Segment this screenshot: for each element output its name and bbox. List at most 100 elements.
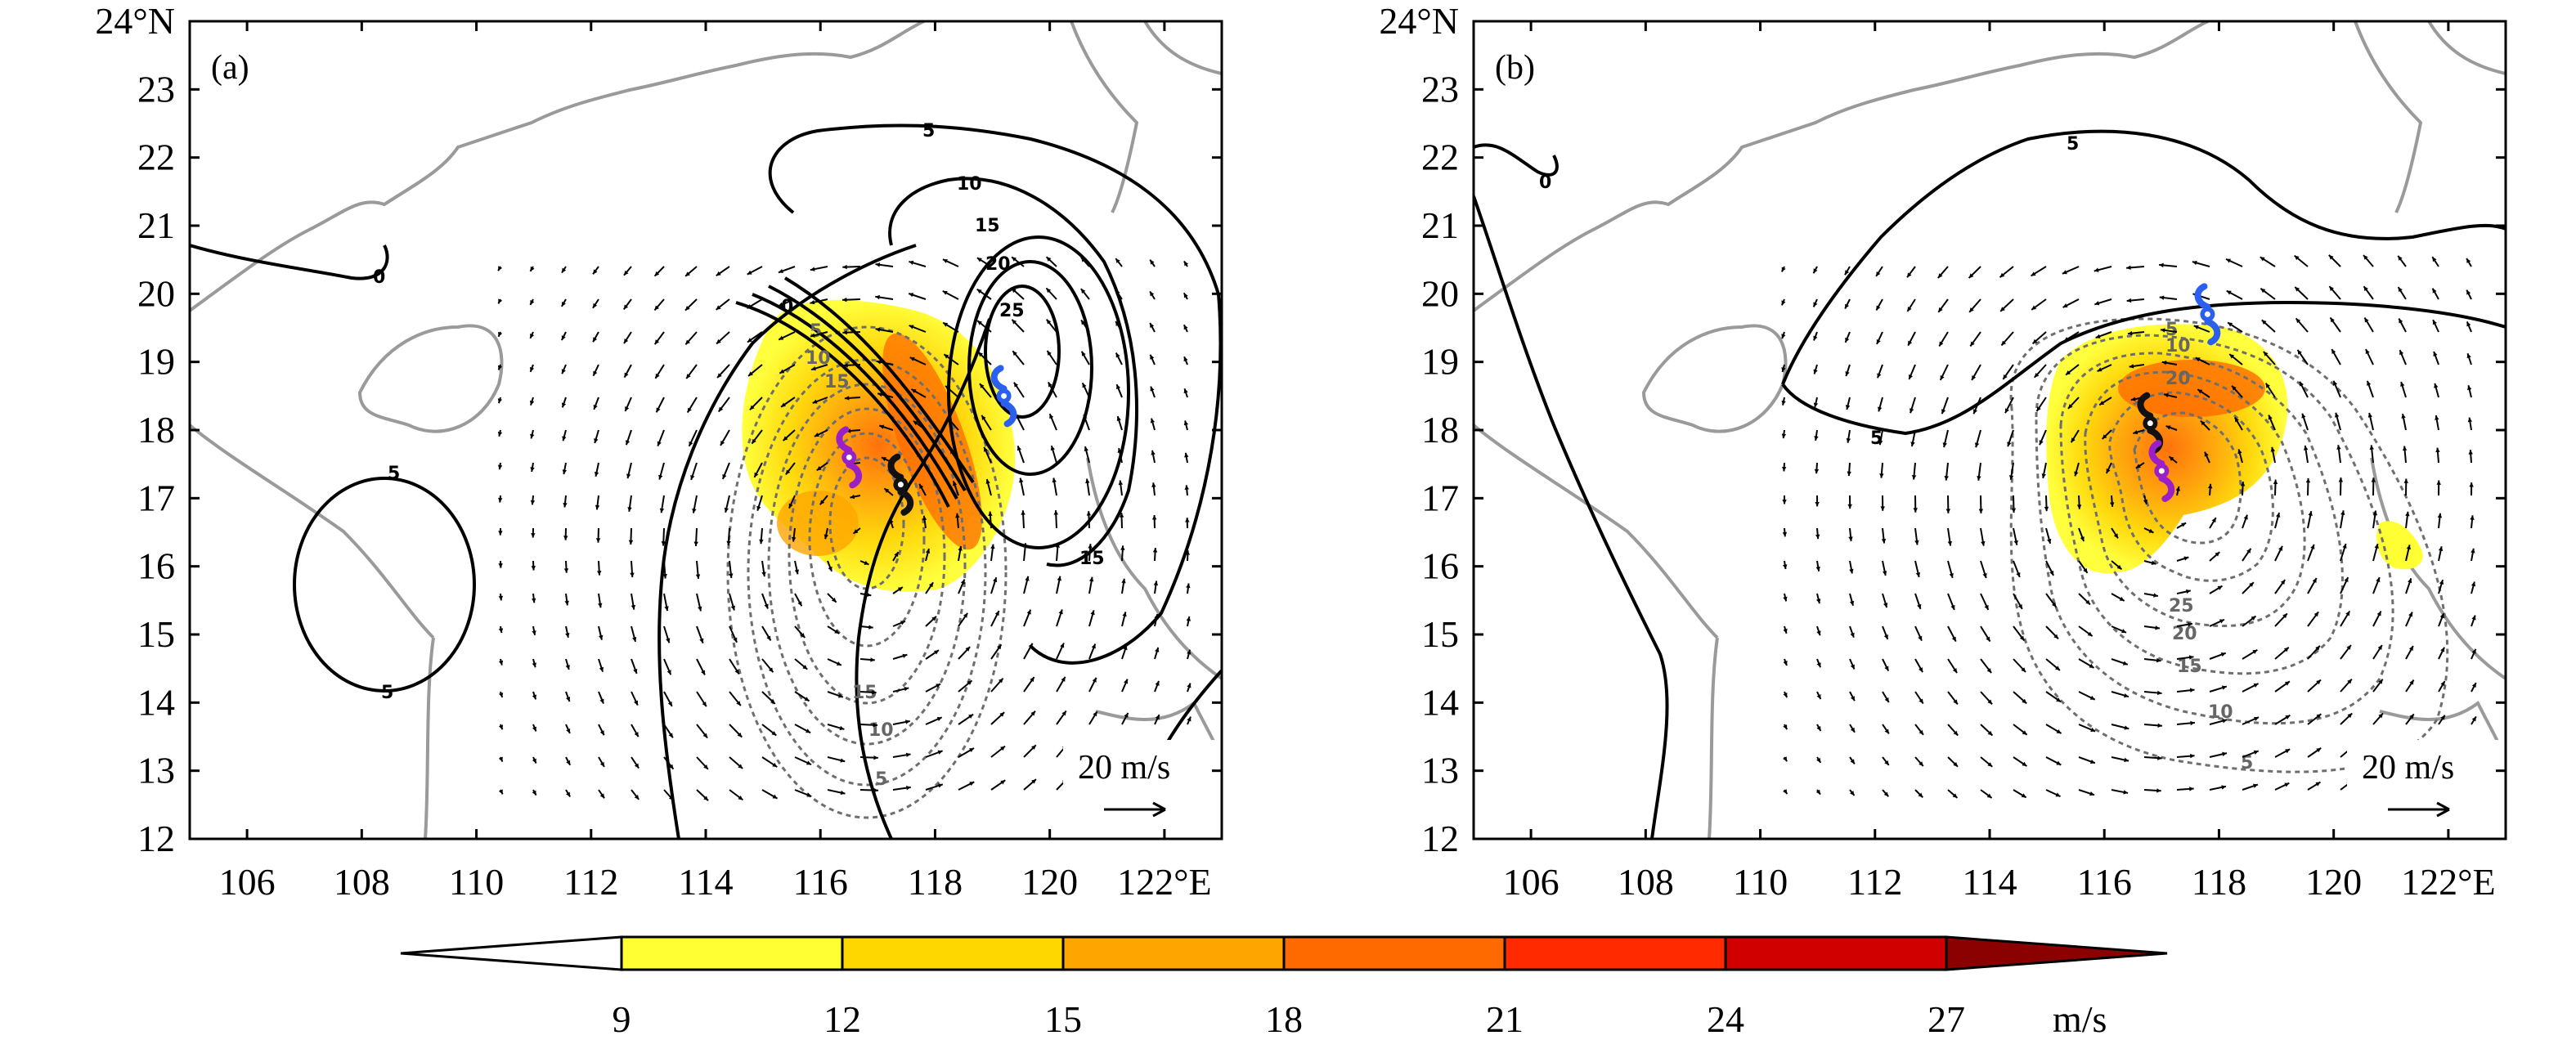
wind-vector-head: [2376, 611, 2381, 616]
wind-vector-head: [2127, 330, 2133, 336]
wind-vector-head: [1781, 300, 1786, 306]
wind-vector-head: [720, 440, 725, 446]
wind-vector-head: [881, 457, 886, 462]
wind-vector-head: [1050, 446, 1055, 451]
wind-vector-head: [1083, 415, 1088, 420]
wind-vector-head: [919, 483, 924, 489]
wind-vector-head: [969, 747, 975, 753]
wind-vector-head: [698, 606, 702, 612]
reference-vector: 20 m/s: [1063, 740, 1222, 838]
wind-vector-head: [729, 573, 734, 579]
wind-vector-head: [2310, 544, 2315, 549]
wind-vector-head: [1150, 418, 1156, 424]
wind-vector-head: [1081, 351, 1086, 356]
wind-vector-head: [984, 446, 989, 452]
wind-vector-head: [2440, 681, 2445, 687]
wind-vector-head: [2031, 271, 2036, 276]
wind-vector-head: [1019, 477, 1024, 483]
wind-vector-head: [1884, 666, 1889, 671]
wind-vector-head: [1049, 414, 1054, 419]
wind-speed-shading: [2046, 324, 2423, 574]
wind-vector-head: [2470, 515, 2475, 520]
wind-vector-head: [1184, 485, 1189, 490]
wind-vector-head: [1850, 727, 1856, 733]
wind-vector-head: [2094, 301, 2100, 306]
wind-vector-head: [1919, 698, 1923, 704]
wind-vector-head: [498, 789, 503, 795]
wind-vector-head: [1152, 548, 1158, 553]
wind-vector-head: [1845, 371, 1850, 377]
wind-vector-head: [498, 298, 503, 304]
wind-vector-head: [2303, 446, 2309, 451]
wind-vector-head: [1952, 668, 1958, 674]
wind-vector-head: [937, 750, 943, 755]
wind-vector-head: [2471, 615, 2476, 621]
contour-label-15-east: 15: [1079, 549, 1105, 569]
wind-vector-head: [2261, 320, 2267, 325]
wind-vector-head: [1947, 540, 1953, 546]
wind-vector-head: [1084, 446, 1088, 451]
wind-vector-head: [1153, 581, 1159, 586]
wind-vector-head: [531, 533, 536, 538]
wind-vector-head: [532, 630, 536, 635]
wind-vector-head: [2226, 258, 2232, 263]
colorbar-over-triangle: [1945, 935, 2168, 971]
wind-vector-head: [2161, 361, 2167, 365]
wind-vector-head: [2371, 477, 2376, 482]
typhoon-icon-purple: [2148, 440, 2175, 502]
wind-vector-head: [1884, 728, 1889, 734]
wind-vector-head: [2240, 482, 2246, 486]
wind-vector-head: [2471, 716, 2476, 722]
wind-vector-head: [562, 436, 567, 442]
wind-vector-head: [749, 405, 755, 410]
wind-vector-head: [870, 657, 875, 662]
wind-vector-head: [2055, 666, 2060, 670]
wind-vector-head: [2377, 645, 2382, 650]
wind-vector-head: [2237, 449, 2242, 455]
wind-vector-head: [2301, 413, 2306, 419]
lat-tick-label: 23: [1421, 68, 1459, 110]
wind-vector-head: [2333, 380, 2338, 386]
wind-vector-head: [1031, 779, 1036, 784]
wind-vector-head: [2347, 679, 2352, 684]
wind-vector-head: [2466, 321, 2471, 327]
wind-vector-head: [797, 601, 802, 607]
wind-vector-head: [806, 792, 812, 797]
wind-vector-head: [561, 335, 566, 341]
wind-vector-head: [794, 569, 800, 575]
wind-vector-head: [2438, 546, 2444, 552]
wind-vector-head: [1052, 477, 1057, 483]
wind-vector-head: [2330, 317, 2335, 323]
wind-vector-head: [2071, 437, 2076, 443]
wind-vector-head: [840, 790, 846, 796]
wind-vector-head: [906, 785, 911, 791]
wind-vector-head: [1850, 791, 1855, 796]
wind-vector-head: [2295, 286, 2300, 292]
wind-vector-head: [2124, 693, 2129, 698]
wind-vector-head: [1850, 664, 1855, 670]
wind-vector-head: [738, 764, 743, 769]
wind-vector-head: [2437, 513, 2443, 518]
lon-tick-label: 112: [563, 861, 618, 903]
wind-vector-head: [1155, 715, 1160, 720]
wind-vector-head: [1814, 436, 1819, 441]
wind-vector-head: [1031, 745, 1036, 751]
wind-vector-head: [2226, 290, 2232, 295]
wind-vector-head: [810, 267, 815, 271]
wind-vector-head: [2124, 757, 2129, 763]
colorbar-tick-label: 18: [1265, 998, 1303, 1040]
wind-vector-head: [904, 687, 909, 692]
wind-vector-head: [2090, 727, 2096, 732]
wind-vector-head: [687, 407, 692, 413]
wind-vector-head: [1186, 583, 1191, 589]
wind-vector-head: [2313, 612, 2319, 617]
wind-vector-head: [828, 566, 832, 572]
wind-vector-head: [1117, 448, 1122, 453]
wind-vector-head: [842, 329, 847, 335]
wind-vector-head: [2316, 714, 2322, 719]
wind-vector-head: [1119, 513, 1124, 518]
lat-tick-label: 23: [137, 68, 175, 110]
wind-vector-head: [1783, 789, 1788, 795]
wind-vector-head: [632, 637, 637, 642]
wind-vector-head: [1000, 746, 1006, 751]
